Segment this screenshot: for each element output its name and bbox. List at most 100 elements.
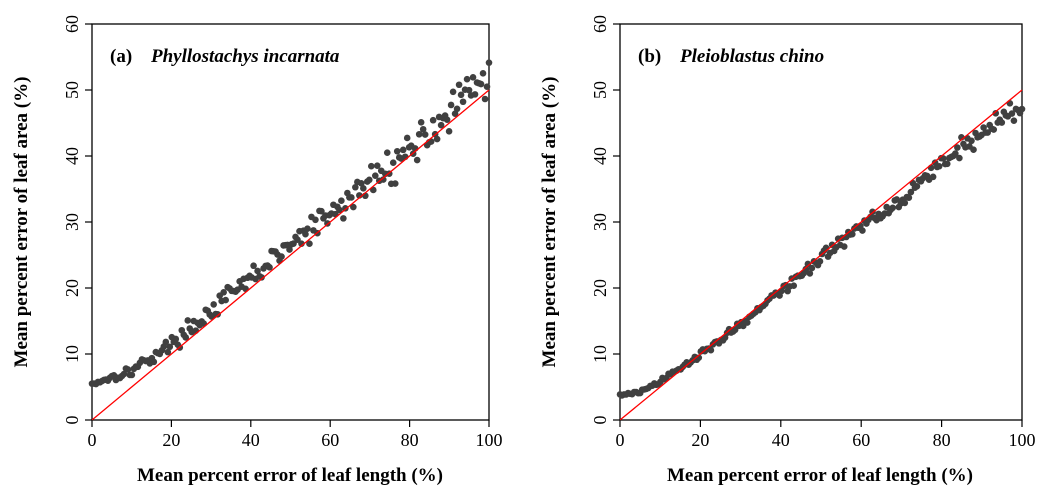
scatter-point bbox=[184, 317, 192, 324]
x-tick-label: 0 bbox=[88, 430, 97, 450]
scatter-point bbox=[465, 86, 473, 94]
x-tick-label: 20 bbox=[162, 430, 180, 450]
scatter-point bbox=[943, 160, 951, 168]
x-tick-label: 60 bbox=[852, 430, 870, 450]
scatter-point bbox=[352, 183, 359, 191]
scatter-point bbox=[840, 243, 848, 250]
scatter-point bbox=[929, 173, 937, 181]
scatter-point bbox=[804, 260, 812, 268]
scatter-point bbox=[421, 131, 429, 138]
chart-panel-a: 0 20 40 60 80 100 0 10 20 30 40 50 60 (a) Phyllosta… bbox=[11, 15, 503, 486]
x-tick-label: 80 bbox=[933, 430, 951, 450]
scatter-point bbox=[802, 265, 810, 273]
scatter-point bbox=[901, 199, 909, 207]
scatter-point bbox=[889, 204, 897, 212]
scatter-point bbox=[913, 183, 921, 190]
scatter-point bbox=[816, 258, 824, 265]
y-tick-label: 0 bbox=[590, 416, 610, 425]
scatter-point bbox=[162, 338, 170, 346]
y-axis-label: Mean percent error of leaf area (%) bbox=[539, 77, 560, 368]
scatter-point bbox=[479, 70, 487, 77]
x-tick-label: 0 bbox=[616, 430, 625, 450]
scatter-point bbox=[393, 147, 401, 155]
x-axis-label: Mean percent error of leaf length (%) bbox=[667, 465, 973, 486]
scatter-point bbox=[1010, 117, 1018, 124]
scatter-point bbox=[453, 105, 461, 113]
scatter-point bbox=[893, 196, 901, 203]
x-axis-ticks: 0 20 40 60 80 100 bbox=[616, 420, 1036, 450]
scatter-point bbox=[447, 101, 455, 109]
x-tick-label: 20 bbox=[691, 430, 709, 450]
reference-line bbox=[619, 89, 1023, 421]
scatter-point bbox=[294, 236, 301, 243]
y-tick-label: 50 bbox=[62, 81, 82, 99]
scatter-point bbox=[164, 348, 172, 356]
plot-area-frame bbox=[619, 23, 1023, 421]
y-tick-label: 10 bbox=[62, 345, 82, 363]
scatter-point bbox=[984, 129, 991, 136]
chart-title: Pleioblastus chino bbox=[679, 46, 824, 67]
scatter-point bbox=[214, 311, 221, 318]
scatter-point bbox=[120, 370, 128, 378]
scatter-point bbox=[340, 215, 347, 222]
x-tick-label: 100 bbox=[1009, 430, 1036, 450]
y-axis-ticks: 0 10 20 30 40 50 60 bbox=[62, 15, 92, 425]
x-tick-label: 60 bbox=[321, 430, 339, 450]
scatter-point bbox=[220, 288, 227, 296]
scatter-point bbox=[485, 59, 493, 66]
scatter-point bbox=[210, 301, 217, 308]
y-tick-label: 50 bbox=[590, 81, 610, 99]
scatter-point bbox=[481, 95, 489, 103]
scatter-point bbox=[373, 162, 381, 170]
scatter-points bbox=[88, 59, 493, 388]
y-tick-label: 60 bbox=[62, 15, 82, 33]
scatter-point bbox=[483, 83, 491, 91]
scatter-point bbox=[429, 116, 437, 124]
scatter-point bbox=[348, 194, 355, 201]
scatter-point bbox=[306, 240, 313, 247]
scatter-point bbox=[350, 203, 357, 211]
scatter-point bbox=[445, 128, 453, 135]
scatter-point bbox=[415, 130, 423, 138]
scatter-point bbox=[859, 227, 866, 234]
scatter-point bbox=[254, 267, 261, 275]
scatter-point bbox=[182, 334, 190, 341]
scatter-point bbox=[954, 144, 961, 151]
scatter-point bbox=[952, 150, 959, 157]
scatter-point bbox=[790, 282, 798, 289]
scatter-point bbox=[743, 319, 751, 326]
scatter-point bbox=[417, 119, 425, 126]
scatter-point bbox=[455, 81, 463, 89]
x-tick-label: 80 bbox=[401, 430, 419, 450]
scatter-point bbox=[312, 216, 319, 224]
scatter-point bbox=[935, 162, 943, 170]
scatter-point bbox=[413, 156, 421, 164]
scatter-point bbox=[477, 80, 485, 88]
scatter-point bbox=[927, 164, 935, 172]
scatter-point bbox=[907, 188, 915, 196]
scatter-point bbox=[970, 146, 977, 154]
x-tick-label: 100 bbox=[476, 430, 503, 450]
panel-label: (a) bbox=[110, 46, 132, 67]
chart-title: Phyllostachys incarnata bbox=[150, 46, 340, 67]
scatter-point bbox=[707, 346, 715, 354]
scatter-point bbox=[391, 180, 399, 187]
scatter-point bbox=[166, 343, 174, 351]
scatter-point bbox=[806, 270, 814, 277]
scatter-point bbox=[399, 146, 407, 154]
scatter-point bbox=[443, 116, 451, 123]
scatter-point bbox=[808, 264, 816, 272]
scatter-point bbox=[222, 296, 229, 304]
x-tick-label: 40 bbox=[242, 430, 260, 450]
y-tick-label: 10 bbox=[590, 345, 610, 363]
x-axis-ticks: 0 20 40 60 80 100 bbox=[88, 420, 503, 450]
scatter-point bbox=[463, 75, 471, 83]
scatter-point bbox=[389, 159, 397, 167]
scatter-point bbox=[457, 91, 465, 99]
scatter-point bbox=[1008, 110, 1016, 117]
scatter-point bbox=[403, 134, 411, 142]
scatter-point bbox=[992, 109, 1000, 117]
scatter-point bbox=[980, 124, 987, 131]
scatter-point bbox=[968, 137, 975, 145]
